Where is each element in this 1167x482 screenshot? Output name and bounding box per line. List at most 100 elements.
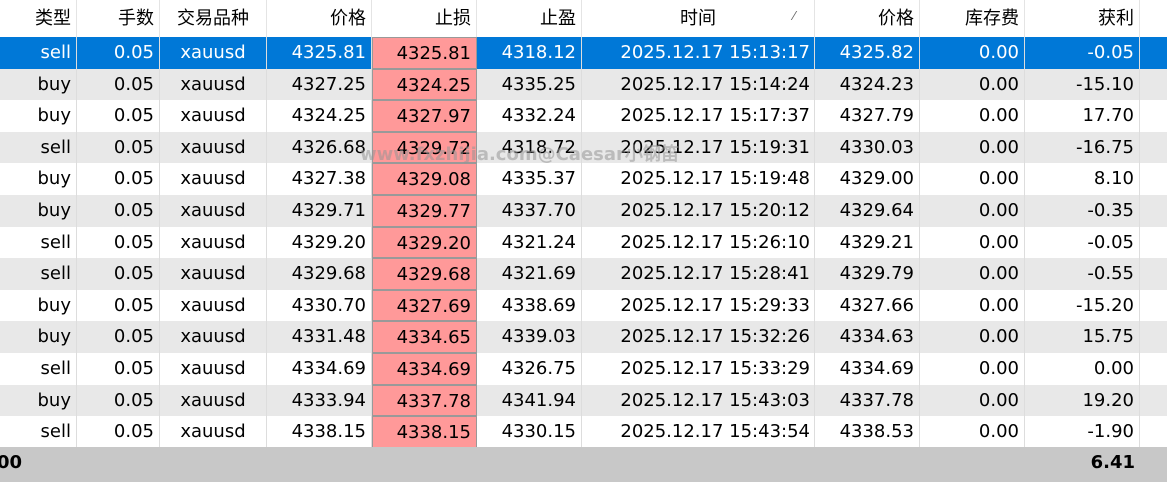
column-header[interactable]: 类型: [0, 0, 77, 37]
table-cell: -0.35: [1025, 195, 1140, 227]
table-cell: 4324.23: [815, 68, 920, 101]
table-cell: 0.00: [920, 416, 1025, 448]
table-row[interactable]: sell 0.05 xauusd 4326.68 4329.72 4318.72 2025.…: [0, 131, 1167, 164]
table-cell: 0.05: [77, 384, 160, 417]
table-cell: 0.00: [920, 321, 1025, 353]
table-cell: xauusd: [160, 100, 267, 132]
table-cell: buy: [0, 321, 77, 353]
table-cell: 4326.75: [477, 353, 582, 385]
table-cell: 0.00: [920, 163, 1025, 195]
table-cell: 4329.20: [267, 226, 372, 259]
table-cell: 4327.38: [267, 163, 372, 195]
table-cell: xauusd: [160, 131, 267, 164]
table-cell: 4318.72: [477, 131, 582, 164]
table-cell: xauusd: [160, 37, 267, 69]
table-cell: 4335.25: [477, 68, 582, 101]
watermark: www.fxzhijia.com@Caesar小钢笛: [360, 144, 679, 165]
table-row[interactable]: sell 0.05 xauusd 4329.20 4329.20 4321.24 2025.…: [0, 226, 1167, 259]
table-row[interactable]: buy 0.05 xauusd 4333.94 4337.78 4341.94 2025.1…: [0, 384, 1167, 417]
table-cell: 4341.94: [477, 384, 582, 417]
table-row[interactable]: buy 0.05 xauusd 4331.48 4334.65 4339.03 2025.1…: [0, 321, 1167, 353]
table-cell: -1.90: [1025, 416, 1140, 448]
table-cell: 4338.53: [815, 416, 920, 448]
table-row[interactable]: sell 0.05 xauusd 4334.69 4334.69 4326.75 2025.…: [0, 353, 1167, 385]
footer-row: 00 6.41: [0, 447, 1167, 482]
table-cell: xauusd: [160, 384, 267, 417]
table-cell: sell: [0, 353, 77, 385]
column-header[interactable]: 库存费: [920, 0, 1025, 37]
table-cell: 0.05: [77, 353, 160, 385]
table-cell: 4324.25: [267, 100, 372, 132]
table-cell: -0.05: [1025, 37, 1140, 69]
table-row[interactable]: sell 0.05 xauusd 4329.68 4329.68 4321.69 2025.…: [0, 258, 1167, 290]
table-cell: buy: [0, 163, 77, 195]
table-cell: 4329.72: [372, 131, 477, 164]
table-cell: 0.05: [77, 163, 160, 195]
table-cell: 0.00: [920, 37, 1025, 69]
table-cell: xauusd: [160, 68, 267, 101]
table-cell: 4327.66: [815, 289, 920, 322]
table-cell: buy: [0, 195, 77, 227]
table-cell: 0.00: [920, 289, 1025, 322]
table-cell: 4325.81: [372, 37, 477, 69]
table-cell: 4330.70: [267, 289, 372, 322]
table-cell: 4333.94: [267, 384, 372, 417]
table-cell: 4334.65: [372, 321, 477, 353]
table-cell: 4324.25: [372, 68, 477, 101]
table-cell: 4334.69: [267, 353, 372, 385]
table-cell: 4321.24: [477, 226, 582, 259]
table-cell: 0.00: [920, 100, 1025, 132]
table-cell: 4334.63: [815, 321, 920, 353]
column-header[interactable]: 时间: [582, 0, 815, 37]
table-cell: 0.05: [77, 195, 160, 227]
table-cell: 0.05: [77, 37, 160, 69]
column-header[interactable]: 价格: [815, 0, 920, 37]
table-cell: 4334.69: [815, 353, 920, 385]
table-cell: 0.00: [920, 226, 1025, 259]
table-cell: 0.00: [920, 258, 1025, 290]
table-row[interactable]: buy 0.05 xauusd 4327.25 4324.25 4335.25 2025.1…: [0, 68, 1167, 101]
table-cell: 4337.70: [477, 195, 582, 227]
table-cell: 4327.97: [372, 100, 477, 132]
table-cell: 0.00: [920, 195, 1025, 227]
table-row[interactable]: sell 0.05 xauusd 4325.81 4325.81 4318.12 2025.…: [0, 37, 1167, 69]
table-cell: 4338.15: [267, 416, 372, 448]
column-header[interactable]: 价格: [267, 0, 372, 37]
table-cell: 0.00: [920, 384, 1025, 417]
column-header[interactable]: 交易品种: [160, 0, 267, 37]
table-cell: xauusd: [160, 163, 267, 195]
table-cell: 4337.78: [372, 384, 477, 417]
table-row[interactable]: buy 0.05 xauusd 4327.38 4329.08 4335.37 2025.1…: [0, 163, 1167, 195]
table-row[interactable]: buy 0.05 xauusd 4330.70 4327.69 4338.69 2025.1…: [0, 289, 1167, 322]
table-cell: buy: [0, 289, 77, 322]
table-cell: 4329.64: [815, 195, 920, 227]
table-cell: buy: [0, 100, 77, 132]
table-cell: 0.05: [77, 416, 160, 448]
table-cell: 4318.12: [477, 37, 582, 69]
table-cell: sell: [0, 258, 77, 290]
table-cell: 4329.77: [372, 195, 477, 227]
table-cell: 4326.68: [267, 131, 372, 164]
column-header[interactable]: 止盈: [477, 0, 582, 37]
table-cell: -0.05: [1025, 226, 1140, 259]
column-header[interactable]: 手数: [77, 0, 160, 37]
table-row[interactable]: sell 0.05 xauusd 4338.15 4338.15 4330.15 2025.…: [0, 416, 1167, 448]
table-cell: 0.00: [920, 68, 1025, 101]
table-cell: 4330.15: [477, 416, 582, 448]
table-cell: -16.75: [1025, 131, 1140, 164]
table-cell: 4339.03: [477, 321, 582, 353]
table-cell: 15.75: [1025, 321, 1140, 353]
table-cell: 4332.24: [477, 100, 582, 132]
column-header[interactable]: 获利: [1025, 0, 1140, 37]
table-cell: sell: [0, 416, 77, 448]
table-cell: xauusd: [160, 321, 267, 353]
table-cell: 17.70: [1025, 100, 1140, 132]
column-header[interactable]: 止损: [372, 0, 477, 37]
table-cell: 0.05: [77, 226, 160, 259]
table-cell: 4325.81: [267, 37, 372, 69]
table-cell: 4329.21: [815, 226, 920, 259]
table-cell: 2025.12.17 15:20:12: [582, 195, 815, 227]
table-row[interactable]: buy 0.05 xauusd 4324.25 4327.97 4332.24 2025.1…: [0, 100, 1167, 132]
table-row[interactable]: buy 0.05 xauusd 4329.71 4329.77 4337.70 2025.1…: [0, 195, 1167, 227]
table-cell: 4338.69: [477, 289, 582, 322]
